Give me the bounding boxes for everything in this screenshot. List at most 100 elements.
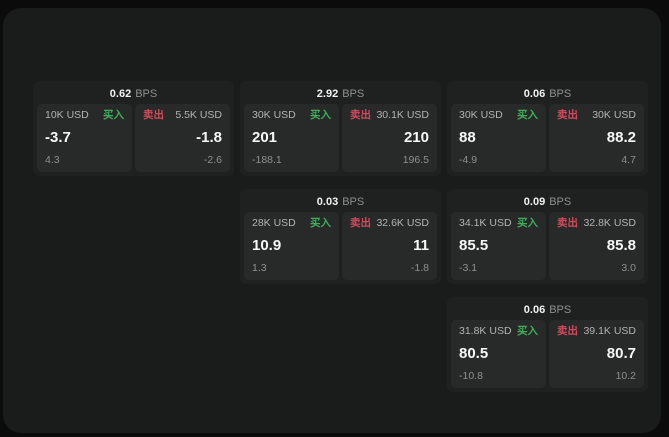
quote-tiles: 30K USD 买入 88 -4.9 卖出 30K USD 88.2 4.7 (451, 104, 644, 172)
spread-unit-label: BPS (549, 303, 572, 316)
buy-quote-tile[interactable]: 31.8K USD 买入 80.5 -10.8 (451, 320, 546, 388)
spread-value: 0.09 (523, 195, 546, 208)
quote-tiles: 31.8K USD 买入 80.5 -10.8 卖出 39.1K USD 80.… (451, 320, 644, 388)
buy-delta: -188.1 (252, 154, 282, 167)
sell-tile-header: 卖出 30K USD (557, 109, 636, 122)
spread-value: 0.06 (523, 303, 546, 316)
sell-delta: -2.6 (203, 154, 222, 167)
sell-delta: 10.2 (615, 370, 636, 383)
sell-tile-header: 卖出 39.1K USD (557, 325, 636, 338)
sell-tile-header: 卖出 5.5K USD (143, 109, 222, 122)
buy-delta: 1.3 (252, 262, 267, 275)
sell-tile-header: 卖出 32.6K USD (350, 217, 429, 230)
buy-delta: -3.1 (459, 262, 478, 275)
quote-card: 2.92 BPS 30K USD 买入 201 -188.1 卖出 30.1K … (240, 81, 441, 176)
sell-delta: 196.5 (402, 154, 429, 167)
sell-delta: 4.7 (621, 154, 636, 167)
sell-quote-tile[interactable]: 卖出 39.1K USD 80.7 10.2 (549, 320, 644, 388)
sell-side-label: 卖出 (557, 109, 578, 121)
quote-card: 0.03 BPS 28K USD 买入 10.9 1.3 卖出 32.6K US… (240, 189, 441, 284)
sell-amount: 30K USD (592, 109, 636, 121)
spread-unit-label: BPS (135, 87, 158, 100)
sell-amount: 30.1K USD (376, 109, 429, 121)
buy-price: 10.9 (252, 237, 282, 255)
buy-side-label: 买入 (517, 325, 538, 337)
buy-amount: 34.1K USD (459, 217, 512, 229)
sell-price: 85.8 (606, 237, 636, 255)
sell-side-label: 卖出 (350, 109, 371, 121)
sell-price: 80.7 (606, 345, 636, 363)
quote-tiles: 10K USD 买入 -3.7 4.3 卖出 5.5K USD -1.8 -2.… (37, 104, 230, 172)
spread-unit-label: BPS (549, 195, 572, 208)
buy-quote-tile[interactable]: 30K USD 买入 88 -4.9 (451, 104, 546, 172)
sell-side-label: 卖出 (557, 217, 578, 229)
spread-header: 0.62 BPS (37, 84, 230, 104)
spread-unit-label: BPS (342, 195, 365, 208)
buy-delta: 4.3 (45, 154, 60, 167)
sell-side-label: 卖出 (350, 217, 371, 229)
spread-header: 0.03 BPS (244, 192, 437, 212)
buy-tile-header: 30K USD 买入 (252, 109, 331, 122)
quote-cards-grid: 0.62 BPS 10K USD 买入 -3.7 4.3 卖出 5.5K USD (33, 81, 648, 392)
buy-quote-tile[interactable]: 30K USD 买入 201 -188.1 (244, 104, 339, 172)
sell-price: 210 (403, 129, 429, 147)
spread-value: 0.62 (109, 87, 132, 100)
buy-price: 80.5 (459, 345, 489, 363)
buy-quote-tile[interactable]: 34.1K USD 买入 85.5 -3.1 (451, 212, 546, 280)
spread-header: 0.09 BPS (451, 192, 644, 212)
buy-price: -3.7 (45, 129, 71, 147)
sell-amount: 5.5K USD (175, 109, 222, 121)
spread-unit-label: BPS (549, 87, 572, 100)
sell-delta: -1.8 (410, 262, 429, 275)
buy-delta: -10.8 (459, 370, 483, 383)
buy-amount: 30K USD (252, 109, 296, 121)
quote-tiles: 34.1K USD 买入 85.5 -3.1 卖出 32.8K USD 85.8… (451, 212, 644, 280)
buy-quote-tile[interactable]: 10K USD 买入 -3.7 4.3 (37, 104, 132, 172)
buy-tile-header: 28K USD 买入 (252, 217, 331, 230)
sell-quote-tile[interactable]: 卖出 32.8K USD 85.8 3.0 (549, 212, 644, 280)
spread-header: 2.92 BPS (244, 84, 437, 104)
spread-value: 0.06 (523, 87, 546, 100)
quote-tiles: 30K USD 买入 201 -188.1 卖出 30.1K USD 210 1… (244, 104, 437, 172)
spread-header: 0.06 BPS (451, 300, 644, 320)
sell-tile-header: 卖出 30.1K USD (350, 109, 429, 122)
buy-side-label: 买入 (517, 109, 538, 121)
spread-header: 0.06 BPS (451, 84, 644, 104)
buy-delta: -4.9 (459, 154, 478, 167)
quote-card: 0.06 BPS 31.8K USD 买入 80.5 -10.8 卖出 39.1… (447, 297, 648, 392)
buy-price: 85.5 (459, 237, 489, 255)
quote-card: 0.62 BPS 10K USD 买入 -3.7 4.3 卖出 5.5K USD (33, 81, 234, 176)
buy-tile-header: 10K USD 买入 (45, 109, 124, 122)
sell-quote-tile[interactable]: 卖出 30K USD 88.2 4.7 (549, 104, 644, 172)
quote-card: 0.09 BPS 34.1K USD 买入 85.5 -3.1 卖出 32.8K… (447, 189, 648, 284)
sell-side-label: 卖出 (557, 325, 578, 337)
sell-quote-tile[interactable]: 卖出 32.6K USD 11 -1.8 (342, 212, 437, 280)
sell-quote-tile[interactable]: 卖出 5.5K USD -1.8 -2.6 (135, 104, 230, 172)
buy-amount: 28K USD (252, 217, 296, 229)
spread-value: 0.03 (316, 195, 339, 208)
buy-side-label: 买入 (103, 109, 124, 121)
buy-tile-header: 34.1K USD 买入 (459, 217, 538, 230)
sell-amount: 32.6K USD (376, 217, 429, 229)
buy-side-label: 买入 (517, 217, 538, 229)
buy-side-label: 买入 (310, 109, 331, 121)
buy-amount: 31.8K USD (459, 325, 512, 337)
buy-price: 88 (459, 129, 476, 147)
sell-quote-tile[interactable]: 卖出 30.1K USD 210 196.5 (342, 104, 437, 172)
sell-amount: 32.8K USD (583, 217, 636, 229)
buy-side-label: 买入 (310, 217, 331, 229)
sell-price: 88.2 (606, 129, 636, 147)
buy-tile-header: 31.8K USD 买入 (459, 325, 538, 338)
buy-tile-header: 30K USD 买入 (459, 109, 538, 122)
spread-unit-label: BPS (342, 87, 365, 100)
buy-amount: 10K USD (45, 109, 89, 121)
quote-tiles: 28K USD 买入 10.9 1.3 卖出 32.6K USD 11 -1.8 (244, 212, 437, 280)
spread-value: 2.92 (316, 87, 339, 100)
main-panel: 0.62 BPS 10K USD 买入 -3.7 4.3 卖出 5.5K USD (3, 8, 661, 433)
sell-delta: 3.0 (621, 262, 636, 275)
sell-tile-header: 卖出 32.8K USD (557, 217, 636, 230)
buy-amount: 30K USD (459, 109, 503, 121)
sell-amount: 39.1K USD (583, 325, 636, 337)
sell-price: -1.8 (196, 129, 222, 147)
buy-quote-tile[interactable]: 28K USD 买入 10.9 1.3 (244, 212, 339, 280)
